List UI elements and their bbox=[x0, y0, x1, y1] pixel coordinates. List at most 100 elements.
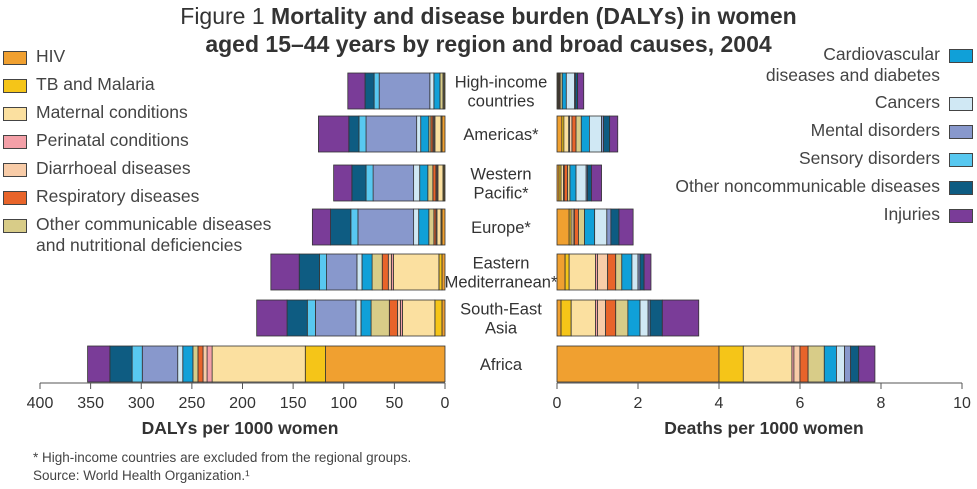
deaths-bar-south-east-asia-diarrhoeal-diseases bbox=[597, 299, 607, 337]
dalys-bar-high-income-countries-other-noncommunicable-diseases bbox=[364, 72, 375, 110]
dalys-bar-western-pacific-mental-disorders bbox=[372, 164, 415, 202]
legend-label: TB and Malaria bbox=[36, 74, 155, 94]
legend-label: Other communicable diseases and nutrition… bbox=[36, 214, 272, 255]
dalys-bar-south-east-asia-mental-disorders bbox=[314, 299, 357, 337]
deaths-bar-americas-other-communicable-diseases-and-nutritional-deficiencies bbox=[575, 115, 582, 153]
legend-label: HIV bbox=[36, 46, 66, 66]
deaths-bar-high-income-countries-cardiovascular-diseases-and-diabetes bbox=[561, 72, 567, 110]
legend-label: Cancers bbox=[874, 92, 940, 112]
deaths-bar-eastern-mediterranean-maternal-conditions bbox=[568, 253, 596, 291]
deaths-bar-high-income-countries-cancers bbox=[565, 72, 575, 110]
dalys-tick-label: 400 bbox=[27, 395, 54, 412]
dalys-bar-western-pacific-cardiovascular-diseases-and-diabetes bbox=[419, 164, 429, 202]
category-label: Mediterranean* bbox=[445, 274, 558, 292]
dalys-bar-western-pacific-other-communicable-diseases-and-nutritional-deficiencies bbox=[427, 164, 434, 202]
deaths-tick-label: 2 bbox=[634, 395, 643, 412]
dalys-bar-africa-other-noncommunicable-diseases bbox=[109, 345, 133, 383]
legend-item-maternal-conditions: Maternal conditions bbox=[3, 102, 188, 123]
deaths-bar-europe-other-noncommunicable-diseases bbox=[610, 208, 620, 246]
dalys-bar-europe-sensory-disorders bbox=[350, 208, 359, 246]
dalys-tick-label: 250 bbox=[179, 395, 206, 412]
dalys-bar-eastern-mediterranean-mental-disorders bbox=[326, 253, 358, 291]
dalys-bar-europe-other-noncommunicable-diseases bbox=[330, 208, 352, 246]
legend-label: Sensory disorders bbox=[798, 148, 940, 168]
category-label: Asia bbox=[485, 320, 518, 338]
legend-swatch bbox=[949, 153, 973, 167]
dalys-bar-europe-cancers bbox=[413, 208, 420, 246]
dalys-bar-south-east-asia-cardiovascular-diseases-and-diabetes bbox=[360, 299, 372, 337]
dalys-bar-eastern-mediterranean-cancers bbox=[356, 253, 363, 291]
dalys-bar-europe-maternal-conditions bbox=[436, 208, 442, 246]
dalys-bar-africa-cardiovascular-diseases-and-diabetes bbox=[182, 345, 194, 383]
dalys-bar-eastern-mediterranean-other-communicable-diseases-and-nutritional-deficiencies bbox=[371, 253, 383, 291]
deaths-bar-south-east-asia-tb-and-malaria bbox=[560, 299, 572, 337]
deaths-bar-south-east-asia-injuries bbox=[661, 299, 700, 337]
dalys-bar-americas-hiv bbox=[441, 115, 446, 153]
dalys-bar-eastern-mediterranean-respiratory-diseases bbox=[381, 253, 389, 291]
deaths-tick-label: 8 bbox=[877, 395, 886, 412]
deaths-bar-western-pacific-other-noncommunicable-diseases bbox=[586, 164, 592, 202]
legend-item-cardiovascular-diseases-and-diabetes: Cardiovascular diseases and diabetes bbox=[766, 44, 973, 86]
dalys-bar-high-income-countries-sensory-disorders bbox=[373, 72, 380, 110]
dalys-bar-europe-hiv bbox=[441, 208, 446, 246]
legend-item-hiv: HIV bbox=[3, 46, 65, 67]
title-line-2: aged 15–44 years by region and broad cau… bbox=[205, 31, 772, 57]
dalys-bar-eastern-mediterranean-tb-and-malaria bbox=[438, 253, 443, 291]
dalys-bar-south-east-asia-sensory-disorders bbox=[306, 299, 316, 337]
dalys-bar-high-income-countries-mental-disorders bbox=[378, 72, 431, 110]
dalys-bar-americas-cancers bbox=[416, 115, 422, 153]
deaths-bar-eastern-mediterranean-other-communicable-diseases-and-nutritional-deficiencies bbox=[615, 253, 623, 291]
deaths-bar-eastern-mediterranean-tb-and-malaria bbox=[564, 253, 570, 291]
deaths-bar-europe-injuries bbox=[618, 208, 634, 246]
deaths-bar-south-east-asia-other-communicable-diseases-and-nutritional-deficiencies bbox=[615, 299, 629, 337]
legend-label: Perinatal conditions bbox=[36, 130, 189, 150]
dalys-bar-americas-mental-disorders bbox=[365, 115, 418, 153]
deaths-bar-africa-injuries bbox=[858, 345, 876, 383]
dalys-bar-high-income-countries-cardiovascular-diseases-and-diabetes bbox=[433, 72, 441, 110]
deaths-bar-europe-mental-disorders bbox=[606, 208, 612, 246]
legend-swatch bbox=[3, 219, 27, 233]
legend-swatch bbox=[949, 125, 973, 139]
legend-item-cancers: Cancers bbox=[875, 92, 973, 113]
deaths-axis-title: Deaths per 1000 women bbox=[664, 418, 863, 438]
deaths-bar-eastern-mediterranean-respiratory-diseases bbox=[607, 253, 617, 291]
deaths-bar-americas-cardiovascular-diseases-and-diabetes bbox=[580, 115, 590, 153]
legend-swatch bbox=[3, 191, 27, 205]
deaths-bar-africa-tb-and-malaria bbox=[718, 345, 744, 383]
deaths-bar-africa-diarrhoeal-diseases bbox=[793, 345, 801, 383]
category-label: Africa bbox=[480, 356, 523, 374]
deaths-bar-africa-other-communicable-diseases-and-nutritional-deficiencies bbox=[807, 345, 825, 383]
deaths-bar-europe-cancers bbox=[594, 208, 608, 246]
legend-item-tb-and-malaria: TB and Malaria bbox=[3, 74, 155, 95]
dalys-bar-africa-respiratory-diseases bbox=[197, 345, 204, 383]
deaths-bar-europe-other-communicable-diseases-and-nutritional-deficiencies bbox=[578, 208, 585, 246]
dalys-bar-americas-other-noncommunicable-diseases bbox=[348, 115, 360, 153]
deaths-bar-americas-injuries bbox=[609, 115, 619, 153]
dalys-bar-africa-other-communicable-diseases-and-nutritional-deficiencies bbox=[192, 345, 199, 383]
deaths-bar-eastern-mediterranean-cancers bbox=[631, 253, 639, 291]
dalys-bar-africa-diarrhoeal-diseases bbox=[202, 345, 208, 383]
dalys-bar-south-east-asia-hiv bbox=[441, 299, 446, 337]
dalys-axis-title: DALYs per 1000 women bbox=[142, 418, 339, 438]
deaths-bar-americas-maternal-conditions bbox=[563, 115, 570, 153]
deaths-bar-africa-maternal-conditions bbox=[742, 345, 793, 383]
legend-label: Injuries bbox=[883, 204, 940, 224]
dalys-bar-western-pacific-sensory-disorders bbox=[365, 164, 374, 202]
dalys-bar-eastern-mediterranean-injuries bbox=[270, 253, 300, 291]
dalys-bar-africa-perinatal-conditions bbox=[206, 345, 213, 383]
deaths-bar-africa-cardiovascular-diseases-and-diabetes bbox=[823, 345, 837, 383]
deaths-bar-western-pacific-respiratory-diseases bbox=[563, 164, 568, 202]
category-label: Europe* bbox=[471, 219, 531, 237]
dalys-bar-western-pacific-cancers bbox=[413, 164, 421, 202]
figure-number: Figure 1 bbox=[180, 3, 265, 29]
dalys-bar-eastern-mediterranean-maternal-conditions bbox=[392, 253, 440, 291]
dalys-bar-western-pacific-other-noncommunicable-diseases bbox=[351, 164, 367, 202]
dalys-bar-europe-cardiovascular-diseases-and-diabetes bbox=[418, 208, 430, 246]
legend-item-injuries: Injuries bbox=[884, 204, 973, 225]
category-label: South-East bbox=[460, 301, 542, 319]
deaths-bar-south-east-asia-maternal-conditions bbox=[570, 299, 596, 337]
legend-item-other-communicable-diseases-and-nutritional-deficiencies: Other communicable diseases and nutrition… bbox=[3, 214, 271, 256]
category-label: Western bbox=[470, 166, 531, 184]
deaths-bar-eastern-mediterranean-cardiovascular-diseases-and-diabetes bbox=[621, 253, 633, 291]
